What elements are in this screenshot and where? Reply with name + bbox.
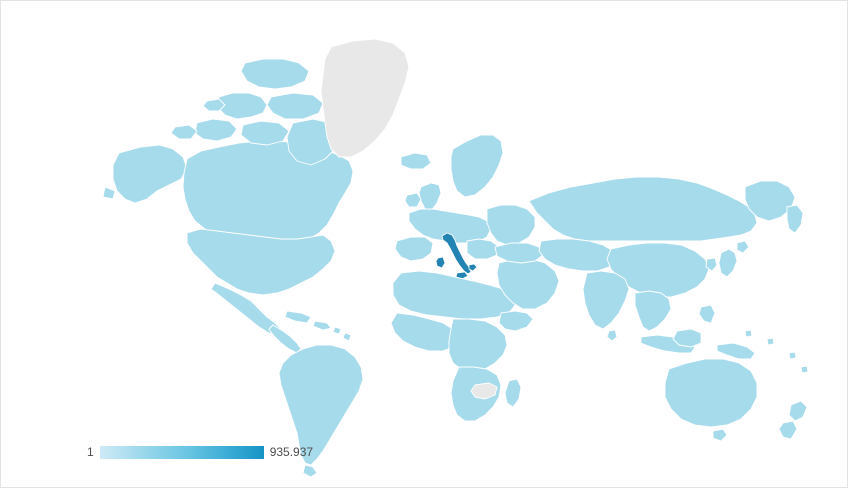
country-canada-arctic-3[interactable] <box>266 92 324 120</box>
country-south-america-tip[interactable] <box>302 464 318 478</box>
country-madagascar[interactable] <box>504 378 522 408</box>
country-canada-arctic-1[interactable] <box>216 92 268 120</box>
country-canada-arctic-5[interactable] <box>240 120 290 146</box>
legend-max-label: 935.937 <box>269 445 314 459</box>
country-turkey[interactable] <box>494 242 544 264</box>
country-central-asia[interactable] <box>538 238 616 272</box>
countries-layer[interactable] <box>102 38 809 478</box>
country-caribbean-islands[interactable] <box>332 326 352 342</box>
country-new-zealand[interactable] <box>778 400 808 440</box>
country-west-africa[interactable] <box>390 312 458 352</box>
country-philippines[interactable] <box>698 304 716 324</box>
country-italy-sardinia[interactable] <box>435 256 446 269</box>
country-canada-arctic-4[interactable] <box>194 118 238 142</box>
country-western-europe[interactable] <box>408 208 492 244</box>
map-legend: 1 935.937 <box>87 441 313 463</box>
country-kamchatka[interactable] <box>786 204 804 234</box>
country-canada[interactable] <box>182 140 354 246</box>
country-united-states[interactable] <box>186 228 336 296</box>
country-canada-island-7[interactable] <box>202 98 226 112</box>
country-italy-heel[interactable] <box>468 263 478 272</box>
country-italy[interactable] <box>441 232 472 275</box>
country-papua-new-guinea[interactable] <box>716 342 756 360</box>
country-alaska[interactable] <box>102 144 188 204</box>
country-scandinavia[interactable] <box>450 134 504 198</box>
country-russia-far-east[interactable] <box>744 180 796 222</box>
country-zambia[interactable] <box>470 382 498 400</box>
country-horn-of-africa[interactable] <box>498 310 534 332</box>
country-iberia[interactable] <box>394 236 434 262</box>
country-borneo[interactable] <box>672 328 702 348</box>
country-canada-arctic-2[interactable] <box>240 58 310 90</box>
country-ireland[interactable] <box>404 192 422 208</box>
country-italy-sicily[interactable] <box>455 271 469 280</box>
country-sri-lanka[interactable] <box>606 329 618 342</box>
country-japan[interactable] <box>718 240 750 278</box>
country-central-east-africa[interactable] <box>448 318 508 372</box>
country-southeast-asia[interactable] <box>634 290 672 332</box>
country-hispaniola[interactable] <box>312 320 332 331</box>
country-south-america[interactable] <box>278 344 364 466</box>
country-tasmania[interactable] <box>712 428 728 442</box>
country-eastern-europe[interactable] <box>486 204 536 246</box>
country-korea[interactable] <box>705 257 718 272</box>
country-iceland[interactable] <box>400 152 432 170</box>
country-australia[interactable] <box>664 358 758 428</box>
country-pacific-islands[interactable] <box>744 329 809 374</box>
legend-min-label: 1 <box>87 445 94 459</box>
legend-gradient-bar <box>99 445 264 459</box>
country-greenland[interactable] <box>320 38 410 158</box>
country-india[interactable] <box>582 270 630 330</box>
country-canada-island-6[interactable] <box>170 124 198 140</box>
country-cuba[interactable] <box>284 310 312 324</box>
